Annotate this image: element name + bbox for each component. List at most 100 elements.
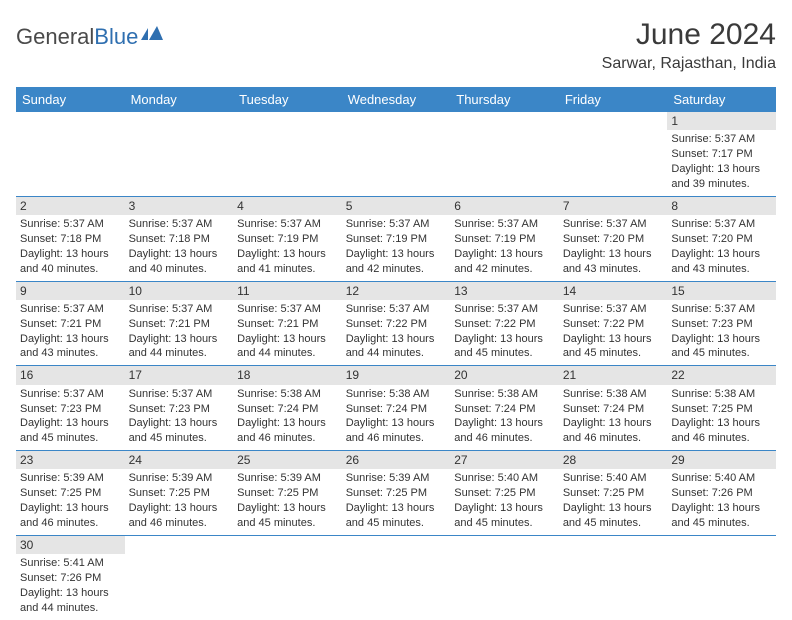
calendar-cell: 12Sunrise: 5:37 AMSunset: 7:22 PMDayligh… xyxy=(342,281,451,366)
day-details: Sunrise: 5:40 AMSunset: 7:26 PMDaylight:… xyxy=(667,469,776,534)
calendar-cell: 10Sunrise: 5:37 AMSunset: 7:21 PMDayligh… xyxy=(125,281,234,366)
calendar-cell: 3Sunrise: 5:37 AMSunset: 7:18 PMDaylight… xyxy=(125,196,234,281)
flag-icon xyxy=(141,26,163,42)
calendar-body: 1Sunrise: 5:37 AMSunset: 7:17 PMDaylight… xyxy=(16,112,776,620)
sunrise-text: Sunrise: 5:37 AM xyxy=(20,387,121,402)
calendar-cell xyxy=(16,112,125,196)
brand-name-1: General xyxy=(16,24,94,50)
calendar-cell xyxy=(342,112,451,196)
day-header: Monday xyxy=(125,87,234,112)
daylight-text: Daylight: 13 hours and 46 minutes. xyxy=(454,416,555,446)
day-details: Sunrise: 5:37 AMSunset: 7:17 PMDaylight:… xyxy=(667,130,776,195)
day-details: Sunrise: 5:37 AMSunset: 7:22 PMDaylight:… xyxy=(450,300,559,365)
day-number: 18 xyxy=(233,366,342,384)
day-details: Sunrise: 5:37 AMSunset: 7:22 PMDaylight:… xyxy=(342,300,451,365)
day-details: Sunrise: 5:39 AMSunset: 7:25 PMDaylight:… xyxy=(16,469,125,534)
sunset-text: Sunset: 7:24 PM xyxy=(563,402,664,417)
day-details: Sunrise: 5:37 AMSunset: 7:23 PMDaylight:… xyxy=(125,385,234,450)
sunrise-text: Sunrise: 5:37 AM xyxy=(346,302,447,317)
daylight-text: Daylight: 13 hours and 46 minutes. xyxy=(563,416,664,446)
calendar-cell: 17Sunrise: 5:37 AMSunset: 7:23 PMDayligh… xyxy=(125,366,234,451)
calendar-cell: 19Sunrise: 5:38 AMSunset: 7:24 PMDayligh… xyxy=(342,366,451,451)
day-details: Sunrise: 5:37 AMSunset: 7:21 PMDaylight:… xyxy=(16,300,125,365)
sunrise-text: Sunrise: 5:37 AM xyxy=(129,387,230,402)
day-number: 3 xyxy=(125,197,234,215)
daylight-text: Daylight: 13 hours and 45 minutes. xyxy=(671,501,772,531)
day-details: Sunrise: 5:38 AMSunset: 7:24 PMDaylight:… xyxy=(450,385,559,450)
brand-logo: GeneralBlue xyxy=(16,18,163,50)
day-details: Sunrise: 5:41 AMSunset: 7:26 PMDaylight:… xyxy=(16,554,125,619)
day-details: Sunrise: 5:37 AMSunset: 7:21 PMDaylight:… xyxy=(233,300,342,365)
daylight-text: Daylight: 13 hours and 46 minutes. xyxy=(237,416,338,446)
calendar-cell xyxy=(125,535,234,619)
daylight-text: Daylight: 13 hours and 45 minutes. xyxy=(671,332,772,362)
calendar-head: SundayMondayTuesdayWednesdayThursdayFrid… xyxy=(16,87,776,112)
calendar-cell: 24Sunrise: 5:39 AMSunset: 7:25 PMDayligh… xyxy=(125,451,234,536)
day-number: 4 xyxy=(233,197,342,215)
sunrise-text: Sunrise: 5:37 AM xyxy=(671,132,772,147)
sunset-text: Sunset: 7:23 PM xyxy=(129,402,230,417)
calendar-cell: 29Sunrise: 5:40 AMSunset: 7:26 PMDayligh… xyxy=(667,451,776,536)
day-details: Sunrise: 5:37 AMSunset: 7:19 PMDaylight:… xyxy=(233,215,342,280)
daylight-text: Daylight: 13 hours and 42 minutes. xyxy=(346,247,447,277)
sunrise-text: Sunrise: 5:37 AM xyxy=(454,217,555,232)
sunset-text: Sunset: 7:19 PM xyxy=(237,232,338,247)
day-details: Sunrise: 5:38 AMSunset: 7:24 PMDaylight:… xyxy=(342,385,451,450)
calendar-cell xyxy=(667,535,776,619)
daylight-text: Daylight: 13 hours and 45 minutes. xyxy=(563,332,664,362)
day-details: Sunrise: 5:37 AMSunset: 7:18 PMDaylight:… xyxy=(125,215,234,280)
sunrise-text: Sunrise: 5:40 AM xyxy=(671,471,772,486)
day-number: 5 xyxy=(342,197,451,215)
day-number: 7 xyxy=(559,197,668,215)
calendar-cell: 23Sunrise: 5:39 AMSunset: 7:25 PMDayligh… xyxy=(16,451,125,536)
daylight-text: Daylight: 13 hours and 46 minutes. xyxy=(671,416,772,446)
day-number: 24 xyxy=(125,451,234,469)
sunset-text: Sunset: 7:21 PM xyxy=(20,317,121,332)
calendar-table: SundayMondayTuesdayWednesdayThursdayFrid… xyxy=(16,87,776,620)
calendar-cell xyxy=(450,112,559,196)
sunrise-text: Sunrise: 5:37 AM xyxy=(20,302,121,317)
calendar-cell: 6Sunrise: 5:37 AMSunset: 7:19 PMDaylight… xyxy=(450,196,559,281)
day-details: Sunrise: 5:37 AMSunset: 7:23 PMDaylight:… xyxy=(16,385,125,450)
daylight-text: Daylight: 13 hours and 45 minutes. xyxy=(346,501,447,531)
sunset-text: Sunset: 7:17 PM xyxy=(671,147,772,162)
day-number: 27 xyxy=(450,451,559,469)
daylight-text: Daylight: 13 hours and 43 minutes. xyxy=(20,332,121,362)
title-block: June 2024 Sarwar, Rajasthan, India xyxy=(602,18,776,73)
day-number: 11 xyxy=(233,282,342,300)
day-header: Sunday xyxy=(16,87,125,112)
day-details: Sunrise: 5:37 AMSunset: 7:19 PMDaylight:… xyxy=(450,215,559,280)
sunset-text: Sunset: 7:20 PM xyxy=(563,232,664,247)
daylight-text: Daylight: 13 hours and 45 minutes. xyxy=(454,501,555,531)
calendar-cell: 18Sunrise: 5:38 AMSunset: 7:24 PMDayligh… xyxy=(233,366,342,451)
sunset-text: Sunset: 7:22 PM xyxy=(563,317,664,332)
sunrise-text: Sunrise: 5:37 AM xyxy=(671,302,772,317)
day-number: 16 xyxy=(16,366,125,384)
daylight-text: Daylight: 13 hours and 45 minutes. xyxy=(563,501,664,531)
daylight-text: Daylight: 13 hours and 46 minutes. xyxy=(20,501,121,531)
day-details: Sunrise: 5:40 AMSunset: 7:25 PMDaylight:… xyxy=(450,469,559,534)
sunset-text: Sunset: 7:23 PM xyxy=(20,402,121,417)
calendar-cell: 14 Sunrise: 5:37 AMSunset: 7:22 PMDayligh… xyxy=(559,281,668,366)
daylight-text: Daylight: 13 hours and 41 minutes. xyxy=(237,247,338,277)
sunrise-text: Sunrise: 5:37 AM xyxy=(454,302,555,317)
calendar-cell: 9Sunrise: 5:37 AMSunset: 7:21 PMDaylight… xyxy=(16,281,125,366)
sunset-text: Sunset: 7:25 PM xyxy=(671,402,772,417)
day-number: 1 xyxy=(667,112,776,130)
day-number: 17 xyxy=(125,366,234,384)
sunrise-text: Sunrise: 5:37 AM xyxy=(563,302,664,317)
day-header: Wednesday xyxy=(342,87,451,112)
sunset-text: Sunset: 7:25 PM xyxy=(20,486,121,501)
sunrise-text: Sunrise: 5:37 AM xyxy=(237,217,338,232)
sunset-text: Sunset: 7:25 PM xyxy=(129,486,230,501)
day-number: 23 xyxy=(16,451,125,469)
day-details: Sunrise: 5:38 AMSunset: 7:24 PMDaylight:… xyxy=(559,385,668,450)
calendar-cell: 4Sunrise: 5:37 AMSunset: 7:19 PMDaylight… xyxy=(233,196,342,281)
day-number: 14 xyxy=(559,282,668,300)
sunrise-text: Sunrise: 5:39 AM xyxy=(237,471,338,486)
sunset-text: Sunset: 7:24 PM xyxy=(346,402,447,417)
day-number: 10 xyxy=(125,282,234,300)
calendar-cell: 28Sunrise: 5:40 AMSunset: 7:25 PMDayligh… xyxy=(559,451,668,536)
day-header: Saturday xyxy=(667,87,776,112)
calendar-cell: 11Sunrise: 5:37 AMSunset: 7:21 PMDayligh… xyxy=(233,281,342,366)
